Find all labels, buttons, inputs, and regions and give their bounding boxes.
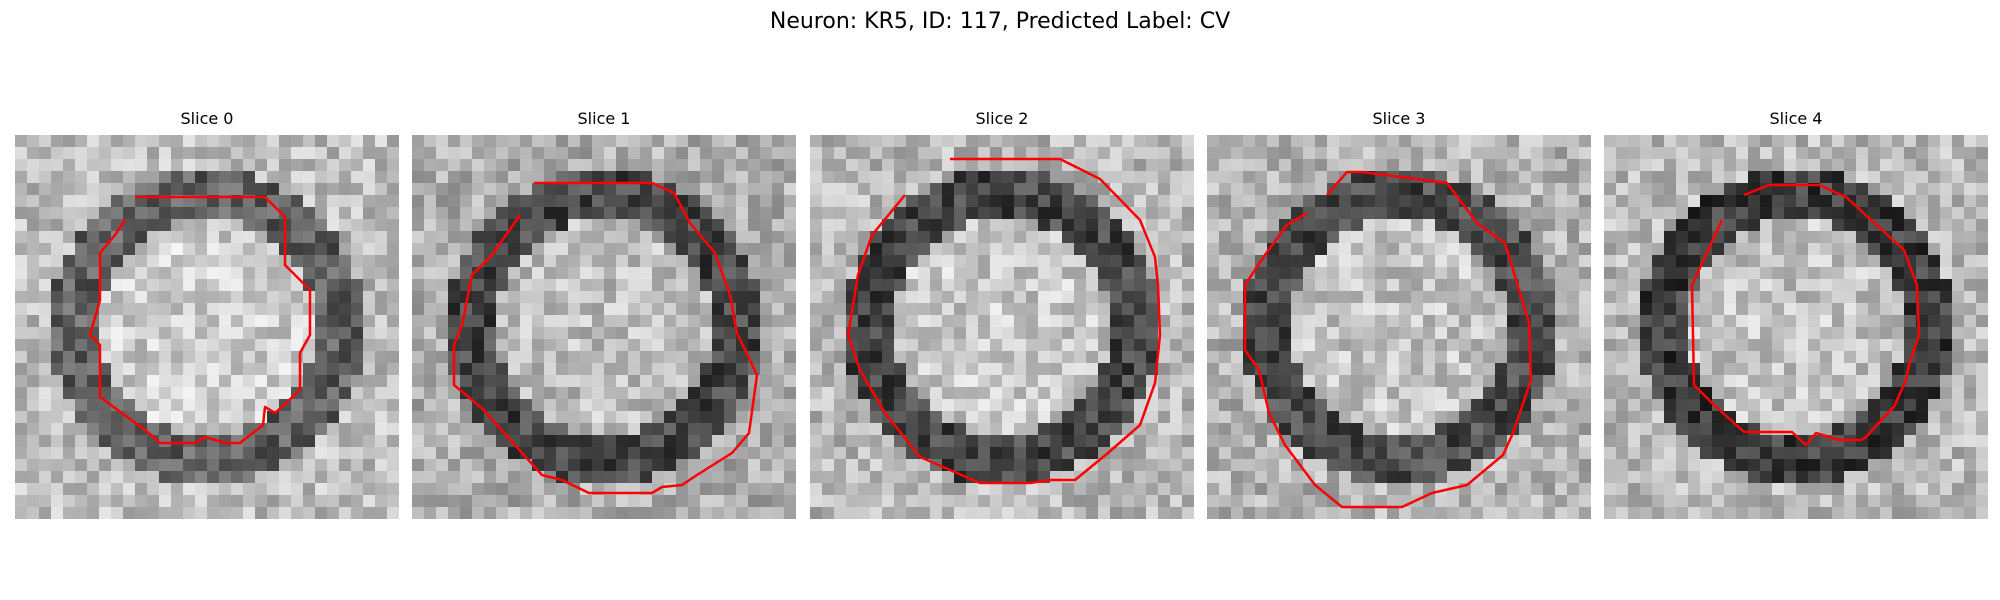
slice-image-0 xyxy=(15,135,399,519)
slice-image-4 xyxy=(1604,135,1988,519)
slice-title-1: Slice 1 xyxy=(577,109,631,128)
slice-title-2: Slice 2 xyxy=(975,109,1029,128)
segmentation-contour xyxy=(452,181,759,495)
segmentation-contour xyxy=(846,157,1162,485)
slice-title-3: Slice 3 xyxy=(1372,109,1426,128)
segmentation-contour xyxy=(1690,183,1921,447)
segmentation-contour xyxy=(88,195,312,445)
grayscale-pixels xyxy=(1604,135,1988,519)
slice-image-2 xyxy=(810,135,1194,519)
grayscale-pixels xyxy=(810,135,1194,519)
slice-panel-4: Slice 4 xyxy=(1604,109,1988,519)
slice-title-4: Slice 4 xyxy=(1769,109,1823,128)
slice-image-3 xyxy=(1207,135,1591,519)
grayscale-pixels xyxy=(1207,135,1591,519)
slice-panel-3: Slice 3 xyxy=(1207,109,1591,519)
slice-panel-2: Slice 2 xyxy=(810,109,1194,519)
segmentation-contour xyxy=(1243,170,1533,509)
grayscale-pixels xyxy=(412,135,796,519)
grayscale-pixels xyxy=(15,135,399,519)
slice-panel-1: Slice 1 xyxy=(412,109,796,519)
slice-image-1 xyxy=(412,135,796,519)
slice-title-0: Slice 0 xyxy=(180,109,234,128)
slice-panel-0: Slice 0 xyxy=(15,109,399,519)
figure-title: Neuron: KR5, ID: 117, Predicted Label: C… xyxy=(769,9,1231,34)
